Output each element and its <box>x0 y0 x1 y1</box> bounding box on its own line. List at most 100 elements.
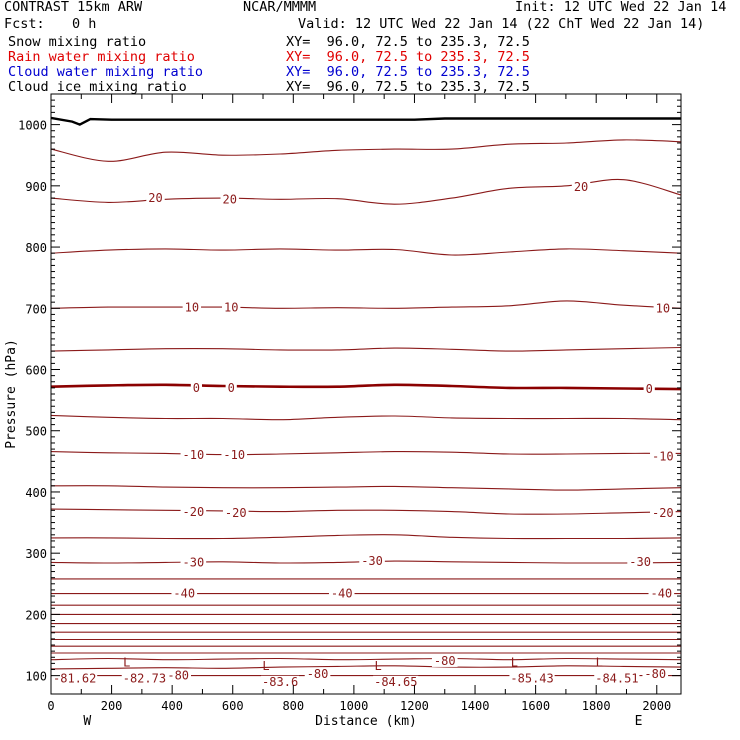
x-tick-label: 800 <box>282 699 304 713</box>
x-tick-label: 1600 <box>521 699 550 713</box>
contour-label-bg <box>650 450 676 463</box>
contour-label-bg <box>431 654 458 667</box>
contour-line <box>50 300 682 309</box>
low-value: -84.51 <box>595 672 638 686</box>
low-marker: L <box>374 659 381 673</box>
low-value: -81.62 <box>53 672 96 686</box>
x-axis-west-label: W <box>83 714 91 729</box>
contour-lines <box>50 139 682 677</box>
valid-time: Valid: 12 UTC Wed 22 Jan 14 (22 ChT Wed … <box>298 16 705 32</box>
field-rain-xy: XY= 96.0, 72.5 to 235.3, 72.5 <box>286 49 530 65</box>
contour-line <box>50 657 682 661</box>
y-tick-label: 500 <box>25 425 47 439</box>
contour-label: -40 <box>650 587 672 601</box>
contour-label: -10 <box>183 448 205 462</box>
low-marker: L <box>596 656 603 670</box>
contour-label-bg <box>650 506 676 519</box>
field-cloud-water-xy: XY= 96.0, 72.5 to 235.3, 72.5 <box>286 64 530 80</box>
low-value-bg <box>261 675 300 688</box>
contour-label-bg <box>328 587 355 600</box>
contour-label-bg <box>643 383 655 396</box>
contour-label: 10 <box>656 301 670 315</box>
field-cloud-ice-xy: XY= 96.0, 72.5 to 235.3, 72.5 <box>286 79 530 95</box>
x-tick-label: 200 <box>101 699 123 713</box>
y-tick-label: 100 <box>25 670 47 684</box>
init-time: Init: 12 UTC Wed 22 Jan 14 <box>515 0 727 15</box>
contour-label-bg <box>182 301 202 314</box>
contour-label-bg <box>220 193 239 206</box>
contour-line <box>50 248 682 256</box>
contour-label: -10 <box>223 448 245 462</box>
low-value: -85.43 <box>510 672 553 686</box>
contour-label-bg <box>627 555 653 568</box>
y-tick-label: 700 <box>25 302 47 316</box>
contour-line <box>50 534 682 540</box>
field-snow-xy: XY= 96.0, 72.5 to 235.3, 72.5 <box>286 34 530 50</box>
field-rain-label: Rain water mixing ratio <box>8 49 195 65</box>
y-tick-label: 300 <box>25 547 47 561</box>
model-title: CONTRAST 15km ARW <box>4 0 143 15</box>
contour-label: -20 <box>652 506 674 520</box>
y-tick-label: 1000 <box>18 119 47 133</box>
contour-label: -80 <box>167 669 189 683</box>
contour-label: 20 <box>148 191 162 205</box>
low-markers: -81.62 L -82.73 L -83.6 L -84.65 L -85.43 L -84.51 <box>52 656 640 689</box>
low-value-bg <box>594 672 640 685</box>
contour-label: -30 <box>629 555 651 569</box>
field-cloud-ice-label: Cloud ice mixing ratio <box>8 79 187 95</box>
contour-line <box>50 414 682 421</box>
contour-labels: -80 -80 -80 -80 -40 -40 -40 -30 -30 -30 -20 -20 -20 -… <box>146 180 676 683</box>
contour-line <box>50 485 682 491</box>
low-marker: L <box>262 659 269 673</box>
field-snow-label: Snow mixing ratio <box>8 34 147 50</box>
contour-line <box>50 665 682 670</box>
y-tick-label: 900 <box>25 180 47 194</box>
low-marker: L <box>511 656 518 670</box>
contour-label-bg <box>222 506 249 519</box>
low-marker: L <box>123 656 130 670</box>
contour-label: -10 <box>652 449 674 463</box>
low-value: -84.65 <box>374 675 417 689</box>
contour-label-bg <box>359 555 385 568</box>
contour-label-bg <box>165 669 192 682</box>
low-value: -82.73 <box>123 672 166 686</box>
contour-line <box>50 508 682 515</box>
ground-surface <box>50 116 681 126</box>
x-axis-east-label: E <box>635 714 643 729</box>
y-tick-label: 600 <box>25 364 47 378</box>
organization-label: NCAR/MMMM <box>243 0 317 15</box>
y-tick-label: 400 <box>25 486 47 500</box>
low-value-bg <box>121 672 167 685</box>
contour-label: 10 <box>185 301 199 315</box>
x-tick-label: 400 <box>161 699 183 713</box>
contour-label-bg <box>171 587 198 600</box>
contour-label-bg <box>304 667 331 680</box>
contour-label: 20 <box>222 192 236 206</box>
contour-label: -80 <box>434 654 456 668</box>
field-cloud-water-label: Cloud water mixing ratio <box>8 64 204 80</box>
y-tick-label: 800 <box>25 241 47 255</box>
contour-label: -20 <box>225 506 247 520</box>
contour-label: -40 <box>331 587 353 601</box>
contour-label-bg <box>180 506 207 519</box>
contour-label: 0 <box>646 382 653 396</box>
contour-line <box>50 383 682 391</box>
contour-label: -30 <box>183 555 205 569</box>
contour-label-bg <box>221 449 248 462</box>
contour-label-bg <box>648 587 675 600</box>
contour-label-bg <box>180 556 207 569</box>
contour-label: 20 <box>574 180 588 194</box>
contour-label-bg <box>571 181 591 194</box>
contour-line <box>50 139 682 162</box>
forecast-hour: 0 h <box>72 16 97 32</box>
x-tick-label: 1000 <box>339 699 368 713</box>
contour-label: 0 <box>193 381 200 395</box>
low-value: -83.6 <box>262 675 298 689</box>
contour-label-bg <box>146 192 165 205</box>
low-value-bg <box>509 672 555 685</box>
contour-label: 0 <box>228 381 235 395</box>
x-tick-label: 2000 <box>642 699 671 713</box>
